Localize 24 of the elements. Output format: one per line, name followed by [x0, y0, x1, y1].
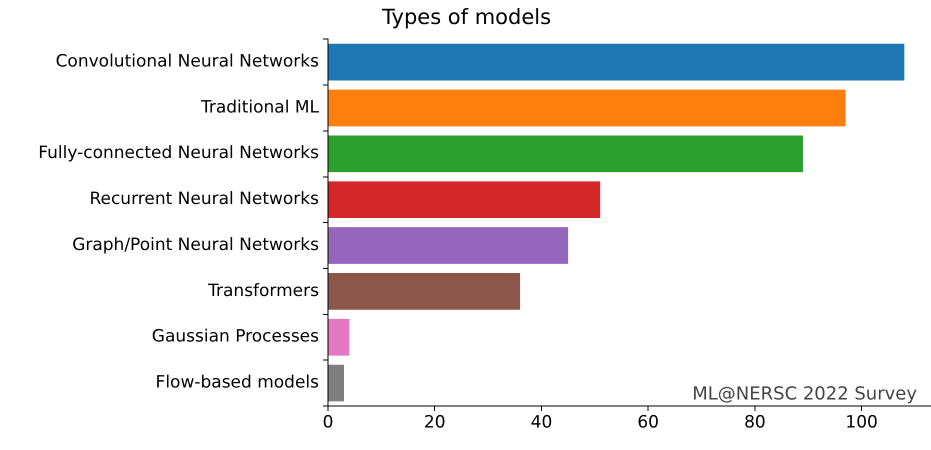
bar [328, 227, 568, 264]
bar [328, 318, 350, 356]
bar [328, 135, 803, 172]
y-tick-label: Recurrent Neural Networks [89, 189, 320, 210]
x-tick-label: 100 [845, 412, 878, 433]
annotation: ML@NERSC 2022 Survey [692, 384, 918, 405]
x-tick-label: 80 [744, 412, 766, 433]
chart-title: Types of models [380, 5, 552, 30]
x-tick-label: 20 [424, 412, 446, 433]
bar [328, 90, 846, 126]
y-tick-label: Fully-connected Neural Networks [38, 143, 320, 164]
bar [328, 181, 600, 218]
y-tick-label: Gaussian Processes [152, 326, 320, 347]
x-tick-label: 60 [637, 412, 659, 433]
bar [328, 273, 520, 310]
bar [328, 364, 344, 402]
y-tick-label: Convolutional Neural Networks [56, 52, 320, 72]
y-tick-label: Flow-based models [156, 372, 320, 392]
y-tick-label: Graph/Point Neural Networks [72, 234, 320, 255]
y-tick-label: Traditional ML [200, 97, 320, 118]
x-tick-label: 0 [322, 412, 334, 433]
y-tick-label: Transformers [207, 280, 320, 301]
x-tick-label: 40 [530, 412, 552, 433]
bar [328, 44, 904, 80]
